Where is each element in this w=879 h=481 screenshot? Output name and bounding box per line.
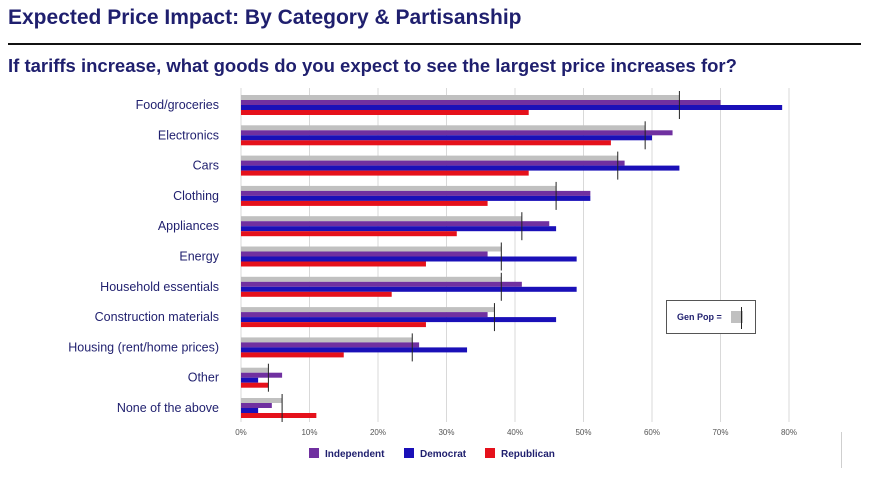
- genpop-bar: [241, 185, 557, 191]
- category-label: Construction materials: [95, 310, 219, 324]
- genpop-bar: [241, 398, 283, 403]
- independent-bar: [241, 190, 591, 196]
- republican-bar: [241, 110, 529, 115]
- x-tick-label: 60%: [644, 428, 660, 437]
- footer-divider: [841, 432, 842, 468]
- genpop-bar: [241, 155, 618, 161]
- x-tick-label: 70%: [712, 428, 728, 437]
- republican-bar: [241, 413, 317, 418]
- republican-bar: [241, 200, 488, 206]
- genpop-legend: Gen Pop =: [666, 300, 756, 334]
- independent-bar: [241, 100, 721, 105]
- x-tick-label: 20%: [370, 428, 386, 437]
- category-label: Other: [188, 371, 219, 385]
- independent-bar: [241, 130, 673, 136]
- independent-bar: [241, 221, 550, 227]
- democrat-bar: [241, 408, 259, 413]
- x-tick-label: 80%: [781, 428, 797, 437]
- republican-bar: [241, 291, 392, 297]
- independent-bar: [241, 403, 272, 408]
- x-tick-label: 0%: [235, 428, 247, 437]
- democrat-bar: [241, 226, 557, 232]
- democrat-bar: [241, 317, 557, 323]
- democrat-bar: [241, 377, 259, 383]
- genpop-legend-swatch: [731, 311, 743, 323]
- category-label: Electronics: [158, 128, 219, 142]
- genpop-bar: [241, 276, 502, 282]
- independent-bar: [241, 312, 488, 318]
- independent-bar: [241, 160, 625, 166]
- legend-swatch: [404, 448, 414, 458]
- genpop-bar: [241, 246, 502, 252]
- category-label: Cars: [193, 159, 219, 173]
- title-divider: [8, 43, 861, 45]
- x-tick-label: 10%: [301, 428, 317, 437]
- x-tick-label: 50%: [575, 428, 591, 437]
- democrat-bar: [241, 135, 652, 141]
- republican-bar: [241, 352, 344, 358]
- legend-label: Republican: [501, 449, 555, 460]
- independent-bar: [241, 372, 283, 378]
- category-label: None of the above: [117, 401, 219, 415]
- republican-bar: [241, 261, 426, 267]
- x-tick-label: 40%: [507, 428, 523, 437]
- republican-bar: [241, 382, 269, 388]
- genpop-bar: [241, 307, 495, 313]
- democrat-bar: [241, 165, 680, 171]
- republican-bar: [241, 170, 529, 176]
- legend-swatch: [485, 448, 495, 458]
- democrat-bar: [241, 347, 468, 353]
- independent-bar: [241, 342, 420, 348]
- legend-label: Independent: [325, 449, 385, 460]
- genpop-bar: [241, 216, 522, 222]
- genpop-bar: [241, 337, 413, 343]
- democrat-bar: [241, 286, 577, 292]
- legend-swatch: [309, 448, 319, 458]
- independent-bar: [241, 281, 522, 287]
- genpop-bar: [241, 367, 269, 373]
- category-label: Food/groceries: [136, 98, 219, 112]
- republican-bar: [241, 322, 426, 328]
- genpop-bar: [241, 95, 680, 100]
- page-title: Expected Price Impact: By Category & Par…: [8, 6, 522, 29]
- independent-bar: [241, 251, 488, 257]
- category-label: Energy: [179, 250, 219, 264]
- republican-bar: [241, 140, 611, 146]
- chart-subtitle: If tariffs increase, what goods do you e…: [8, 55, 737, 76]
- democrat-bar: [241, 105, 783, 110]
- genpop-legend-label: Gen Pop =: [677, 312, 722, 322]
- democrat-bar: [241, 256, 577, 262]
- category-label: Appliances: [158, 219, 219, 233]
- genpop-bar: [241, 125, 646, 131]
- category-label: Household essentials: [100, 280, 219, 294]
- category-label: Clothing: [173, 189, 219, 203]
- republican-bar: [241, 231, 457, 237]
- democrat-bar: [241, 195, 591, 201]
- category-label: Housing (rent/home prices): [68, 340, 219, 354]
- genpop-legend-marker: [741, 307, 742, 329]
- legend-label: Democrat: [420, 449, 467, 460]
- x-tick-label: 30%: [438, 428, 454, 437]
